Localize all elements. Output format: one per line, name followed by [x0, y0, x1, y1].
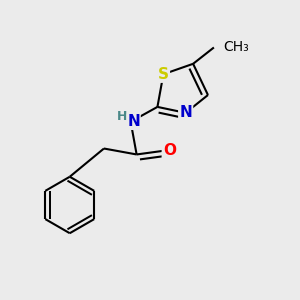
Text: H: H: [117, 110, 128, 123]
Text: S: S: [158, 67, 169, 82]
Text: O: O: [163, 142, 176, 158]
Text: N: N: [179, 105, 192, 120]
Text: N: N: [127, 114, 140, 129]
Text: CH₃: CH₃: [223, 40, 249, 55]
